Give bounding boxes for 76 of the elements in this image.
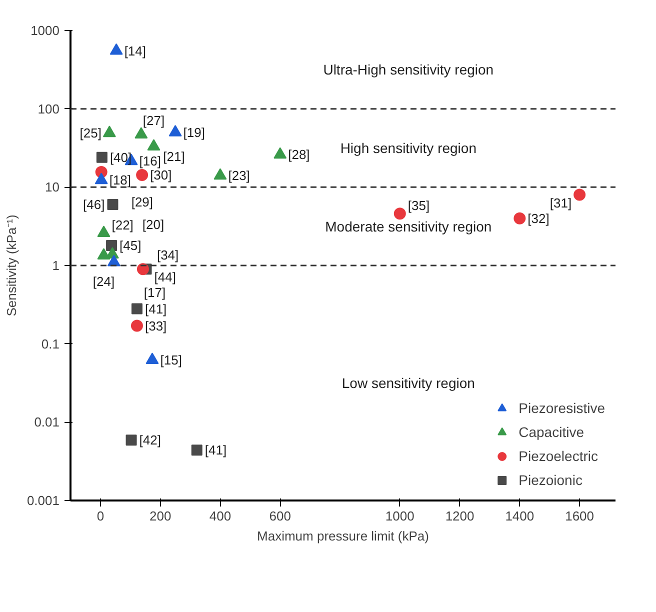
x-axis-title: Maximum pressure limit (kPa) <box>257 528 429 544</box>
annotation: [18] <box>109 172 132 188</box>
legend-label: Capacitive <box>518 424 584 440</box>
annotation: [25] <box>80 126 102 141</box>
legend-label: Piezoionic <box>518 472 582 488</box>
y-tick-label: 1 <box>52 258 60 273</box>
point <box>191 444 202 456</box>
y-tick-label: 100 <box>38 101 60 116</box>
annotation: [28] <box>288 147 310 162</box>
annotation: Low sensitivity region <box>342 375 475 391</box>
x-tick-label: 0 <box>96 508 104 524</box>
point <box>110 43 123 55</box>
annotation: [14] <box>124 43 146 58</box>
annotation: [20] <box>142 217 164 232</box>
point <box>96 152 108 163</box>
annotation: [33] <box>144 318 167 334</box>
annotation: [31] <box>550 195 572 210</box>
point <box>131 303 142 314</box>
annotation: Ultra-High sensitivity region <box>323 62 494 78</box>
point <box>136 169 148 181</box>
y-tick-label: 0.001 <box>26 493 60 508</box>
annotation: [15] <box>160 352 182 368</box>
annotation: [41] <box>204 442 227 458</box>
y-tick-label: 0.01 <box>34 414 60 430</box>
annotation: [46] <box>83 197 105 212</box>
point <box>94 172 108 184</box>
annotation: [34] <box>156 248 179 263</box>
x-tick-label: 600 <box>269 508 291 524</box>
point <box>574 188 586 201</box>
y-tick-label: 1000 <box>30 23 60 38</box>
point <box>102 126 116 138</box>
annotation: [45] <box>120 238 142 254</box>
y-tick-label: 10 <box>45 180 60 195</box>
point <box>214 168 227 180</box>
point <box>130 320 143 332</box>
x-tick-label: 1200 <box>445 508 474 524</box>
annotation: [41] <box>144 301 167 316</box>
point <box>147 139 160 151</box>
y-tick-label: 0.1 <box>41 336 60 352</box>
annotation: [22] <box>112 217 134 232</box>
x-tick-label: 1400 <box>505 508 534 524</box>
legend-label: Piezoresistive <box>518 400 605 416</box>
point <box>107 254 120 266</box>
annotation: High sensitivity region <box>340 140 476 156</box>
annotation: [44] <box>154 270 176 285</box>
y-axis-title: Sensitivity (kPa⁻¹) <box>4 214 19 316</box>
x-tick-label: 400 <box>209 508 232 524</box>
point <box>134 127 148 138</box>
point <box>274 147 287 159</box>
annotation: [19] <box>183 124 205 140</box>
legend-label: Piezoelectric <box>518 448 598 464</box>
point <box>126 434 137 446</box>
annotation: [17] <box>144 284 166 300</box>
point <box>97 226 110 237</box>
point <box>97 248 110 260</box>
annotation: [29] <box>131 194 154 210</box>
x-tick-label: 1000 <box>385 508 414 524</box>
annotation: [23] <box>228 168 250 184</box>
annotation: [27] <box>142 113 165 128</box>
point <box>394 208 406 220</box>
point <box>146 352 159 364</box>
point <box>136 263 149 276</box>
x-tick-label: 1600 <box>565 508 594 524</box>
annotation: [24] <box>92 274 115 290</box>
annotation: Moderate sensitivity region <box>325 218 492 234</box>
x-tick-label: 200 <box>149 508 172 524</box>
annotation: [32] <box>528 210 550 226</box>
annotation: [42] <box>139 432 161 448</box>
point <box>168 124 182 136</box>
annotation: [30] <box>150 168 172 182</box>
point <box>107 199 118 210</box>
annotation: [35] <box>408 198 430 214</box>
annotation: [16] <box>139 154 161 169</box>
annotation: [21] <box>163 149 185 164</box>
point <box>514 212 526 224</box>
point <box>106 240 118 252</box>
